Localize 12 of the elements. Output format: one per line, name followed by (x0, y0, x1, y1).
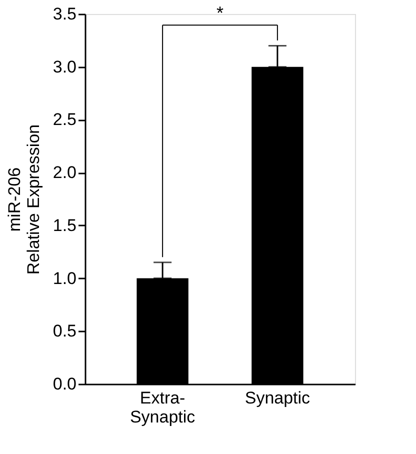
y-tick-label: 0.5 (52, 322, 76, 341)
y-tick-label: 2.5 (52, 110, 76, 130)
y-tick-label: 0.0 (52, 374, 76, 394)
y-tick-label: 3.0 (52, 57, 76, 76)
y-tick-label: 3.5 (52, 4, 76, 24)
x-tick-label: Synaptic (244, 388, 311, 408)
y-axis-title: miR-206 Relative Expression (4, 124, 43, 275)
y-tick-label: 1.5 (52, 216, 76, 235)
y-tick-label: 2.0 (52, 163, 76, 182)
x-tick-label: Extra- Synaptic (130, 388, 196, 426)
annotation: * (216, 3, 224, 24)
y-tick-label: 1.0 (52, 268, 76, 288)
